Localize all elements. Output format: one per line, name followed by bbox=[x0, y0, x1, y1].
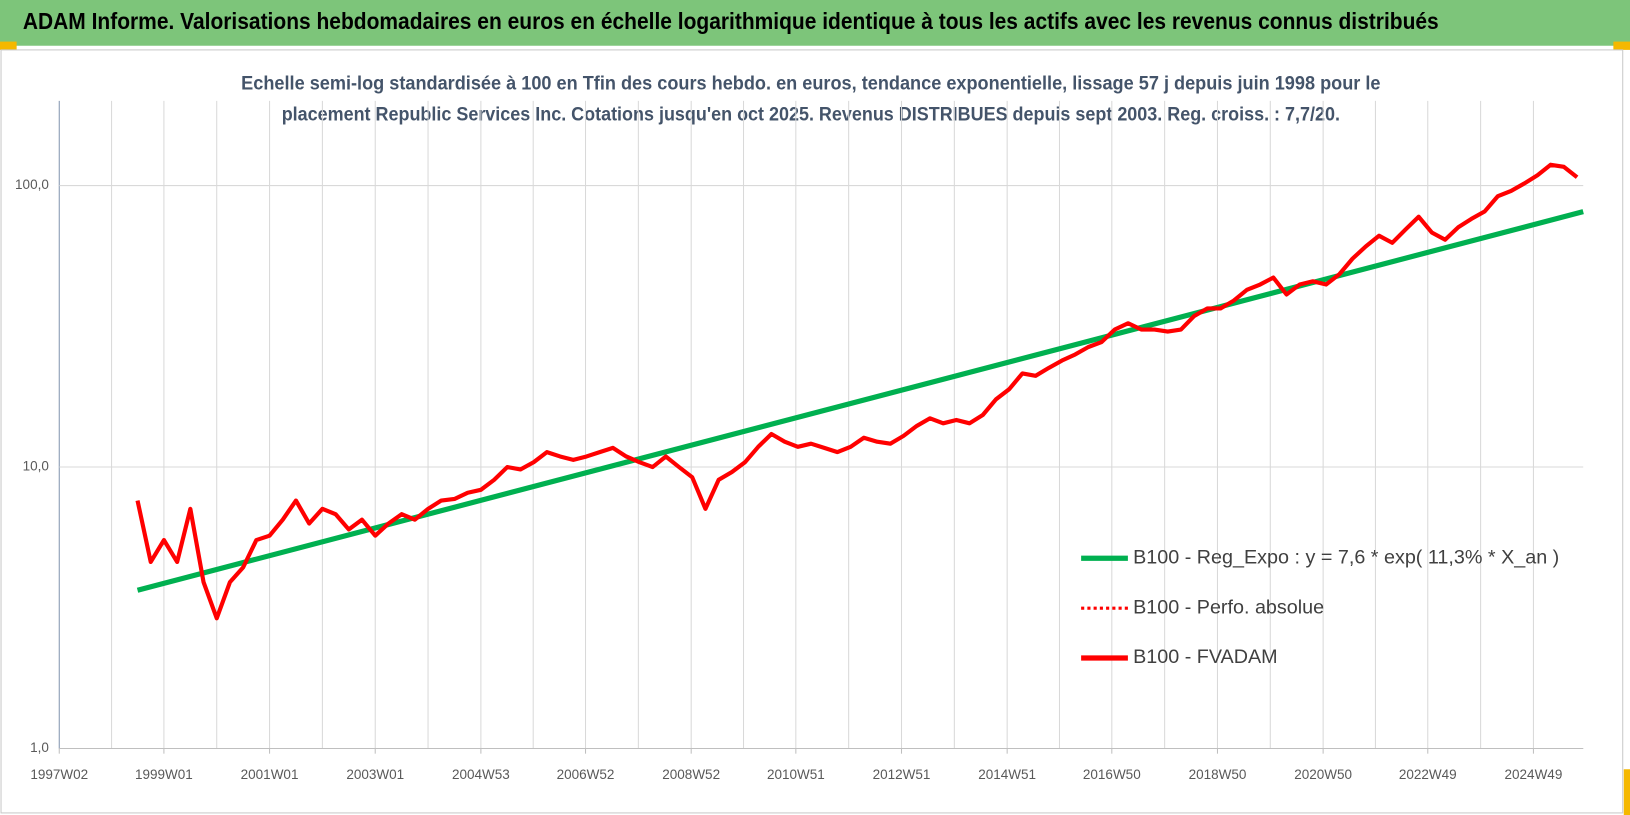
header-bar bbox=[0, 0, 1630, 46]
x-tick-label: 2014W51 bbox=[978, 767, 1036, 782]
x-tick-label: 1999W01 bbox=[135, 767, 193, 782]
x-tick-label: 2024W49 bbox=[1505, 767, 1563, 782]
header-title: ADAM Informe. Valorisations hebdomadaire… bbox=[23, 8, 1439, 34]
x-tick-label: 2016W50 bbox=[1083, 767, 1141, 782]
corner bbox=[1623, 769, 1630, 815]
x-tick-label: 2008W52 bbox=[662, 767, 720, 782]
chart-subtitle: placement Republic Services Inc. Cotatio… bbox=[282, 104, 1340, 126]
y-tick-label: 1,0 bbox=[30, 740, 49, 755]
legend-label: B100 - FVADAM bbox=[1133, 646, 1278, 668]
series-line bbox=[136, 209, 1584, 593]
x-tick-label: 2012W51 bbox=[873, 767, 931, 782]
x-tick-label: 2020W50 bbox=[1294, 767, 1352, 782]
x-tick-label: 2022W49 bbox=[1399, 767, 1457, 782]
x-tick-label: 2003W01 bbox=[346, 767, 404, 782]
chart-frame bbox=[0, 49, 1624, 814]
y-tick-label: 10,0 bbox=[23, 459, 49, 474]
series-line bbox=[135, 162, 1579, 621]
corner bbox=[1613, 41, 1630, 50]
x-tick-label: 1997W02 bbox=[30, 767, 88, 782]
x-tick-label: 2018W50 bbox=[1189, 767, 1247, 782]
legend-label: B100 - Reg_Expo : y = 7,6 * exp( 11,3% *… bbox=[1133, 546, 1559, 568]
legend-label: B100 - Perfo. absolue bbox=[1133, 596, 1324, 618]
x-tick-label: 2010W51 bbox=[767, 767, 825, 782]
y-tick-label: 100,0 bbox=[15, 177, 49, 192]
x-tick-label: 2001W01 bbox=[241, 767, 299, 782]
chart-subtitle: Echelle semi-log standardisée à 100 en T… bbox=[241, 72, 1380, 94]
x-tick-label: 2004W53 bbox=[452, 767, 510, 782]
x-tick-label: 2006W52 bbox=[557, 767, 615, 782]
corner bbox=[0, 41, 17, 50]
